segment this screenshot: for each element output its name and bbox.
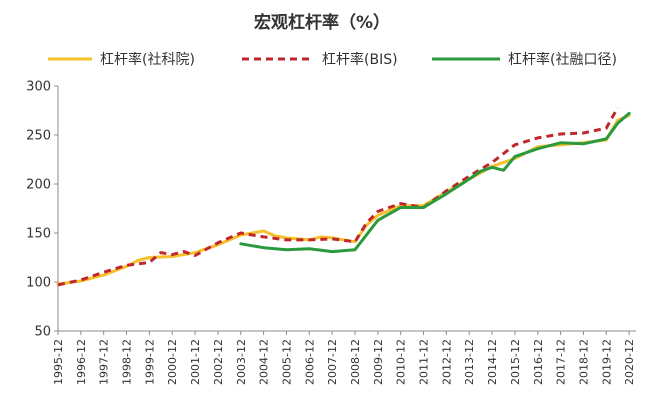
- x-tick-label: 2016-12: [532, 339, 545, 385]
- x-tick-label: 2000-12: [166, 339, 179, 385]
- series-line-tsf: [239, 111, 631, 254]
- x-tick-label: 2017-12: [555, 339, 568, 385]
- y-tick-label: 250: [26, 129, 51, 144]
- x-tick-label: 2002-12: [212, 339, 225, 385]
- legend-label-cass: 杠杆率(社科院): [100, 51, 195, 68]
- series-line-cass: [56, 113, 631, 286]
- x-tick-label: 2011-12: [418, 339, 431, 385]
- x-axis: 1995-12 1996-12 1997-12 1998-12 1999-12 2000-…: [52, 330, 636, 385]
- y-tick-label: 100: [26, 276, 51, 291]
- x-tick-label: 2003-12: [235, 339, 248, 385]
- x-tick-label: 2020-12: [623, 339, 636, 385]
- y-tick-label: 50: [34, 325, 51, 340]
- y-tick-label: 200: [26, 178, 51, 193]
- legend: 杠杆率(社科院) 杠杆率(BIS) 杠杆率(社融口径): [48, 51, 617, 68]
- y-tick-label: 300: [26, 80, 51, 95]
- x-tick-label: 2018-12: [577, 339, 590, 385]
- x-tick-label: 2006-12: [303, 339, 316, 385]
- x-tick-label: 2019-12: [600, 339, 613, 385]
- x-tick-label: 2013-12: [463, 339, 476, 385]
- x-tick-label: 2004-12: [258, 339, 271, 385]
- x-tick-label: 1998-12: [121, 339, 134, 385]
- legend-label-tsf: 杠杆率(社融口径): [508, 51, 617, 68]
- y-axis: 300 250 200 150 100 50: [26, 80, 59, 340]
- x-tick-label: 2005-12: [280, 339, 293, 385]
- x-tick-label: 2010-12: [395, 339, 408, 385]
- x-tick-label: 2009-12: [372, 339, 385, 385]
- x-tick-label: 1997-12: [98, 339, 111, 385]
- x-tick-label: 2001-12: [189, 339, 202, 385]
- x-tick-label: 2012-12: [440, 339, 453, 385]
- series-layer: [56, 106, 631, 287]
- x-tick-label: 2014-12: [486, 339, 499, 385]
- x-tick-label: 1995-12: [52, 339, 65, 385]
- x-tick-label: 1999-12: [143, 339, 156, 385]
- chart-title: 宏观杠杆率（%）: [254, 12, 390, 33]
- x-tick-label: 2007-12: [326, 339, 339, 385]
- y-tick-label: 150: [26, 227, 51, 242]
- x-tick-label: 2015-12: [509, 339, 522, 385]
- x-tick-label: 2008-12: [349, 339, 362, 385]
- legend-label-bis: 杠杆率(BIS): [322, 51, 398, 68]
- x-tick-label: 1996-12: [75, 339, 88, 385]
